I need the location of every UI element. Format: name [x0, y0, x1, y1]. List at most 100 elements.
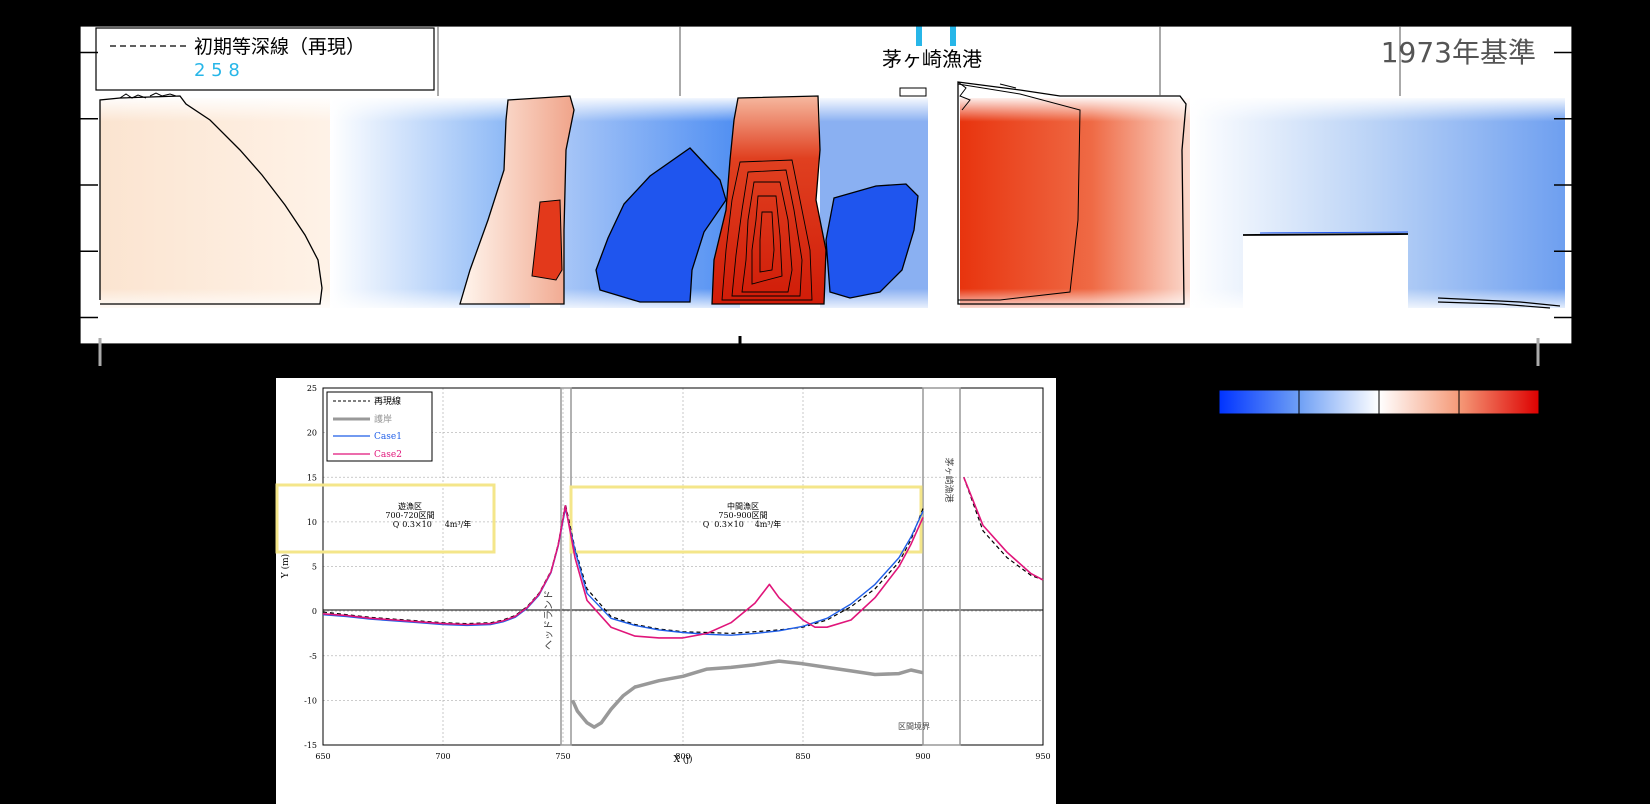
port-name-label: 茅ヶ崎漁港: [882, 47, 982, 71]
box-center-line3: Q: [703, 520, 710, 529]
ring-4: [751, 195, 783, 285]
bottom-y-tick-label: -15: [304, 741, 317, 750]
legend-label-seawall: 護岸: [374, 413, 392, 425]
legend-initial-contour-label: 初期等深線（再現）: [194, 36, 365, 58]
bottom-x-tick-label: 650: [315, 752, 330, 761]
colorbar-ticks: −0.20 −0.10 0.00 0.10 0.20: [1196, 390, 1556, 445]
small-red-patch: [531, 199, 563, 281]
bottom-y-tick-label: 20: [307, 429, 317, 438]
box-center-line4: 0.3×10: [714, 520, 744, 529]
series-case2-line: [322, 505, 924, 639]
contour-left-bumps: [119, 92, 177, 99]
box-center-line1: 中間漁区: [727, 501, 759, 511]
top-x-tick-label: 7000: [413, 340, 462, 365]
port-cyan-marker-1: [916, 26, 922, 46]
bottom-y-tick-label: 0: [312, 607, 317, 616]
contour-right-region: [957, 81, 1187, 305]
ring-5: [759, 211, 775, 273]
top-legend-box: [95, 27, 435, 91]
top-x-tick-label: 8000: [660, 340, 709, 365]
top-y-tick-label: 600: [35, 41, 72, 66]
contour-blue-region: [595, 147, 727, 303]
bottom-x-tick-label: 850: [795, 752, 810, 761]
bottom-x-tick-label: 950: [1035, 752, 1050, 761]
bottom-y-tick-label: 25: [307, 384, 317, 393]
bottom-legend-box: [326, 391, 433, 462]
text-box-center: [569, 485, 923, 554]
colorbar-tick-label: −0.10: [1276, 427, 1322, 445]
direction-arrow-icon: ←: [1592, 339, 1621, 379]
legend-label-case1: Case1: [374, 432, 402, 442]
top-x-tick-label: 10000: [1147, 340, 1208, 365]
port-structure-line: [922, 387, 961, 746]
colorbar-tick-label: 0.10: [1442, 427, 1475, 445]
bottom-series: [322, 477, 1044, 729]
bottom-line-chart: 650 700 750 800 850 900 9502520151050-5-10-15 …: [275, 378, 1056, 804]
series-case2-line-port-side: [963, 477, 1044, 581]
top-y-tick-label: −200: [22, 306, 72, 331]
ring-3: [741, 181, 793, 293]
port-gap: [928, 88, 958, 310]
text-box-left: [275, 483, 496, 554]
top-x-ticks: 6000 7000 8000 9000 10000 11000: [166, 340, 1453, 365]
port-jetty: [899, 87, 927, 97]
box-left-line3: Q: [393, 520, 400, 529]
box-left-line4: 0.3×10: [402, 520, 432, 529]
colorbar-tick-label: 0.00: [1362, 427, 1395, 445]
bottom-y-tick-label: 10: [307, 518, 317, 527]
contour-structure-top-blue: [1259, 231, 1409, 234]
contour-far-right: [1437, 297, 1561, 309]
box-center-line2: 750-900区間: [718, 511, 767, 520]
legend-label-case2: Case2: [374, 450, 402, 460]
bottom-x-tick-label: 900: [915, 752, 930, 761]
bottom-y-tick-label: -10: [304, 696, 317, 705]
series-seawall-line: [571, 659, 924, 729]
top-y-axis-label: Y (m): [30, 229, 46, 268]
bottom-y-tick-label: -5: [309, 652, 317, 661]
contour-right-top-scribble: [957, 81, 1017, 111]
bottom-note-label: 区間境界: [898, 721, 930, 731]
top-y-tick-label: 400: [35, 107, 72, 132]
colorbar-tick-label: 0.20: [1522, 427, 1555, 445]
contour-right-inner: [957, 83, 1081, 301]
contour-left-region: [99, 95, 323, 305]
box-center-line5: 4m³/年: [755, 519, 782, 529]
top-x-tick-label: 6000: [166, 340, 215, 365]
bottom-x-axis-label: X (j): [673, 754, 692, 765]
bottom-y-tick-label: 15: [307, 473, 317, 482]
port-cyan-marker-2: [950, 26, 956, 46]
box-left-line2: 700-720区間: [385, 511, 434, 520]
top-x-tick-label: 11000: [1394, 340, 1454, 365]
bottom-plot-frame: [322, 387, 1044, 746]
structure-white-block: [1243, 235, 1408, 310]
bottom-y-axis-label: Y (m): [280, 554, 291, 579]
ring-1: [721, 159, 813, 301]
headland-label: ヘッドランド: [543, 590, 555, 650]
center-contour-rings: [721, 159, 813, 301]
reference-year-label: 1973年基準: [1381, 36, 1536, 69]
top-heatmap-panel: 初期等深線（再現） 2 5 8 1973年基準 茅ヶ崎漁港 600 400 200 0…: [22, 25, 1621, 379]
bottom-x-tick-label: 800: [675, 752, 690, 761]
ring-2: [731, 169, 803, 297]
top-x-axis-label: x（m）: [991, 354, 1045, 372]
box-left-line5: 4m³/年: [445, 519, 472, 529]
top-y-ticks: 600 400 200 0 −200: [22, 41, 1572, 331]
port-vertical-label: 茅ヶ崎漁港: [943, 457, 955, 502]
colorbar-tick-label: −0.20: [1196, 427, 1242, 445]
series-reproduction-line: [322, 503, 924, 634]
bottom-y-tick-label: 5: [312, 563, 317, 572]
headland-structure-line: [560, 387, 572, 746]
top-y-tick-label: 0: [60, 239, 72, 264]
series-reproduction-line-port-side: [963, 477, 1044, 581]
bottom-x-tick-label: 750: [555, 752, 570, 761]
contour-structure-top: [1242, 233, 1409, 236]
colorbar: −0.20 −0.10 0.00 0.10 0.20: [1196, 389, 1556, 445]
box-left-line1: 遊漁区: [398, 501, 422, 511]
bottom-x-tick-label: 700: [435, 752, 450, 761]
top-x-tick-label: 9000: [906, 340, 955, 365]
legend-label-reproduction: 再現線: [374, 395, 401, 407]
top-y-tick-label: 200: [35, 173, 72, 198]
legend-partial-cyan-label: 2 5 8: [194, 60, 240, 81]
contour-center-region: [711, 95, 827, 305]
